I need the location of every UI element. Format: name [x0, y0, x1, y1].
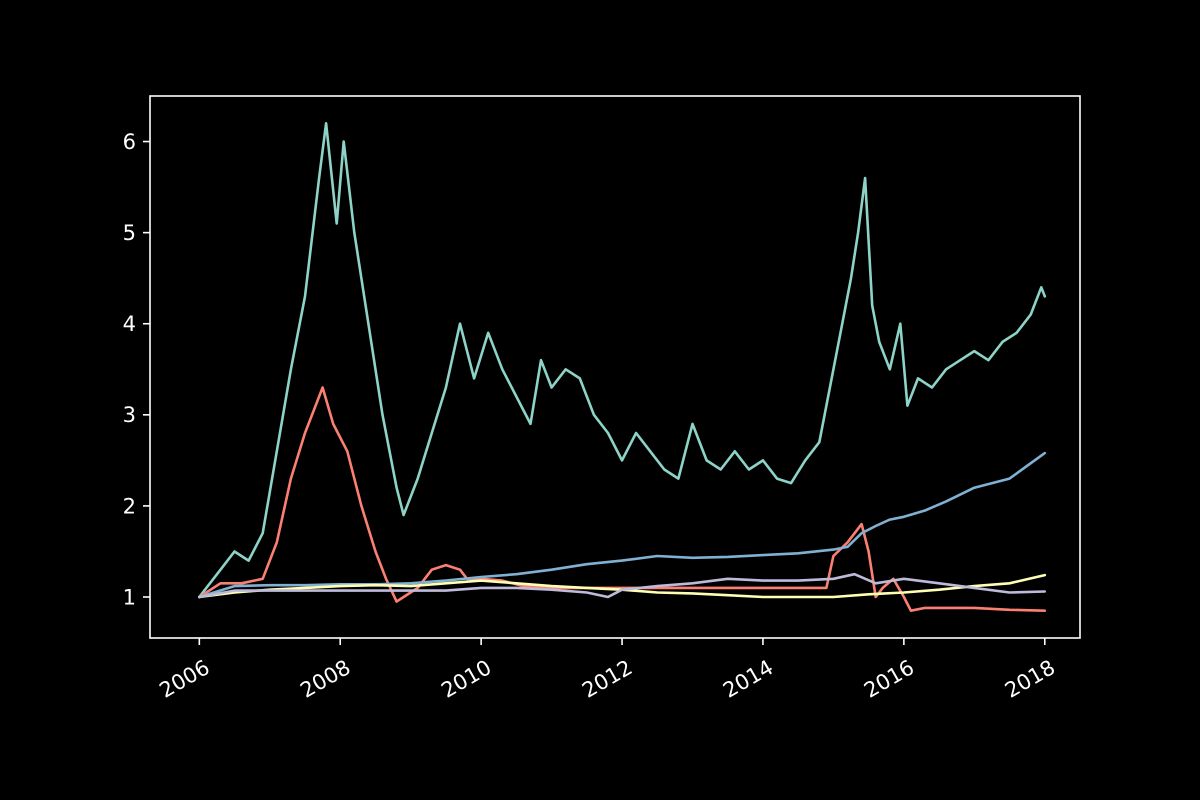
y-tick-label: 3 — [123, 403, 136, 427]
series-line-2 — [198, 386, 1047, 613]
plot-area-frame — [149, 95, 1081, 639]
y-axis: 1 2 3 4 5 6 — [123, 130, 150, 609]
y-tick-label: 5 — [123, 221, 136, 245]
y-tick-label: 1 — [123, 585, 136, 609]
y-tick-label: 2 — [123, 494, 136, 518]
y-tick-label: 4 — [123, 312, 136, 336]
y-tick-label: 6 — [123, 130, 136, 154]
series-layer — [198, 122, 1047, 613]
series-line-5 — [198, 572, 1047, 599]
series-line-1 — [198, 122, 1047, 599]
